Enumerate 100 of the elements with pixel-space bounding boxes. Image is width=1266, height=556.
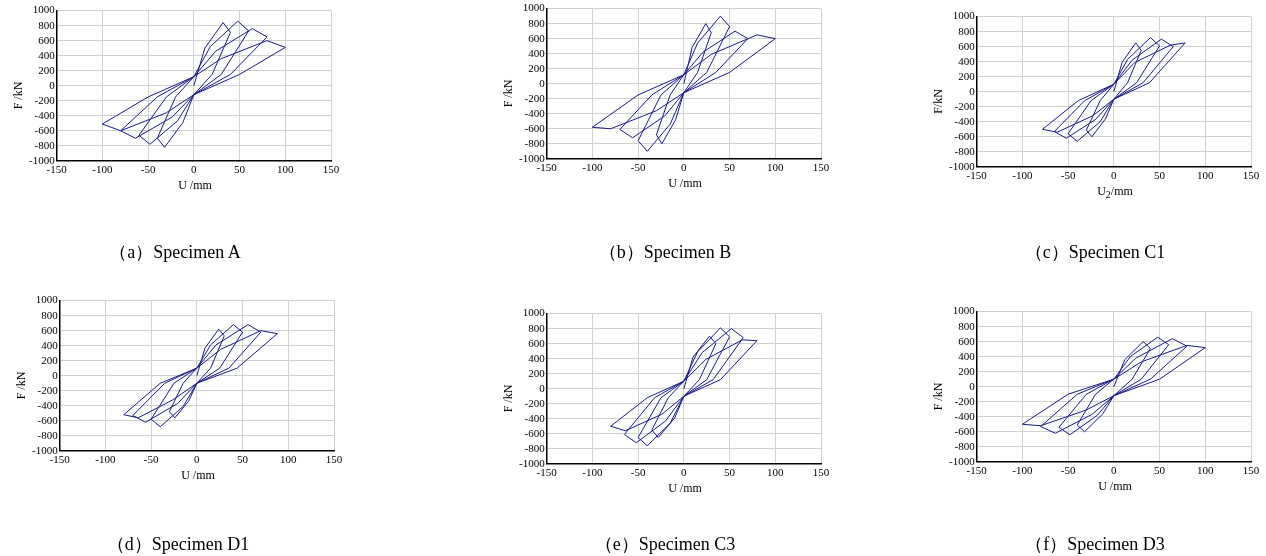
y-tick-label: -1000 [518, 151, 546, 164]
y-tick-label: -800 [37, 428, 59, 441]
y-tick-label: 1000 [32, 3, 56, 16]
text: （c）Specimen C1 [1023, 241, 1167, 264]
text: （d）Specimen D1 [105, 533, 251, 556]
y-tick-label: -200 [954, 99, 976, 112]
x-tick-label: -50 [630, 466, 646, 479]
y-tick-label: -200 [524, 396, 546, 409]
x-tick-label: 50 [724, 161, 736, 174]
y-tick-label: 200 [41, 353, 59, 366]
x-tick-label: 50 [1154, 464, 1166, 477]
y-tick-label: 800 [958, 24, 976, 37]
y-tick-label: 800 [38, 18, 56, 31]
y-tick-label: 0 [539, 76, 546, 89]
x-axis-title: U /mm [180, 468, 216, 483]
y-tick-label: 600 [41, 323, 59, 336]
x-tick-label: 150 [1242, 464, 1260, 477]
y-tick-label: -1000 [31, 443, 59, 456]
x-tick-label: 0 [191, 163, 198, 176]
y-tick-label: -200 [954, 394, 976, 407]
y-tick-label: -600 [954, 424, 976, 437]
y-axis-title: F /kN [500, 383, 516, 414]
x-tick-label: -50 [143, 453, 159, 466]
y-tick-label: 800 [958, 319, 976, 332]
x-tick-label: -50 [1060, 169, 1076, 182]
y-tick-label: -200 [37, 383, 59, 396]
y-tick-label: -600 [954, 129, 976, 142]
y-tick-label: 800 [41, 308, 59, 321]
x-tick-label: 100 [767, 161, 785, 174]
y-tick-label: -400 [954, 409, 976, 422]
x-tick-label: -50 [630, 161, 646, 174]
x-tick-label: 150 [812, 161, 830, 174]
x-tick-label: -100 [92, 163, 113, 176]
y-tick-label: 600 [38, 33, 56, 46]
x-tick-label: 0 [1111, 464, 1118, 477]
y-tick-label: 200 [958, 69, 976, 82]
y-tick-label: -800 [524, 136, 546, 149]
y-tick-label: 200 [528, 61, 546, 74]
x-tick-label: -100 [95, 453, 116, 466]
x-tick-label: -50 [140, 163, 156, 176]
y-tick-label: -800 [954, 144, 976, 157]
y-tick-label: 0 [539, 381, 546, 394]
y-tick-label: -200 [34, 93, 56, 106]
x-tick-label: 0 [681, 466, 688, 479]
y-tick-label: 200 [38, 63, 56, 76]
y-tick-label: -200 [524, 91, 546, 104]
y-tick-label: 1000 [952, 304, 976, 317]
y-tick-label: -800 [954, 439, 976, 452]
x-tick-label: -100 [1012, 169, 1033, 182]
y-tick-label: 1000 [952, 9, 976, 22]
y-tick-label: 400 [41, 338, 59, 351]
x-tick-label: -100 [1012, 464, 1033, 477]
text: （a）Specimen A [108, 241, 242, 264]
y-tick-label: -800 [524, 441, 546, 454]
y-tick-label: -800 [34, 138, 56, 151]
x-tick-label: 0 [1111, 169, 1118, 182]
y-axis-title: F/kN [930, 88, 946, 116]
x-tick-label: 150 [812, 466, 830, 479]
y-tick-label: 600 [958, 334, 976, 347]
y-tick-label: 0 [52, 368, 59, 381]
x-tick-label: 50 [724, 466, 736, 479]
y-tick-label: 200 [528, 366, 546, 379]
text: （b）Specimen B [597, 241, 733, 264]
x-tick-label: 50 [237, 453, 249, 466]
x-tick-label: -150 [46, 163, 68, 176]
y-tick-label: -600 [37, 413, 59, 426]
x-tick-label: 100 [1197, 464, 1215, 477]
x-tick-label: 100 [767, 466, 785, 479]
x-tick-label: 50 [234, 163, 246, 176]
y-tick-label: 400 [528, 46, 546, 59]
y-tick-label: -400 [37, 398, 59, 411]
y-axis-title: F /kN [10, 80, 26, 111]
x-tick-label: 100 [280, 453, 298, 466]
x-tick-label: 150 [1242, 169, 1260, 182]
y-tick-label: 0 [969, 84, 976, 97]
y-tick-label: 600 [528, 336, 546, 349]
y-axis-title: F /kN [930, 381, 946, 412]
y-tick-label: -1000 [948, 159, 976, 172]
y-tick-label: 400 [528, 351, 546, 364]
text: （f）Specimen D3 [1024, 533, 1166, 556]
y-tick-label: -600 [524, 121, 546, 134]
x-tick-label: 50 [1154, 169, 1166, 182]
y-tick-label: 600 [528, 31, 546, 44]
x-tick-label: -150 [966, 169, 988, 182]
y-tick-label: 1000 [522, 1, 546, 14]
y-tick-label: -400 [524, 411, 546, 424]
x-tick-label: 100 [277, 163, 295, 176]
x-axis-title: U /mm [177, 178, 213, 193]
x-tick-label: 150 [322, 163, 340, 176]
y-tick-label: 800 [528, 16, 546, 29]
y-tick-label: -400 [524, 106, 546, 119]
y-tick-label: 0 [969, 379, 976, 392]
y-tick-label: 1000 [35, 293, 59, 306]
y-tick-label: 200 [958, 364, 976, 377]
x-tick-label: 0 [194, 453, 201, 466]
y-tick-label: -1000 [948, 454, 976, 467]
x-tick-label: -150 [536, 466, 558, 479]
y-axis-title: F /kN [13, 370, 29, 401]
y-tick-label: 400 [38, 48, 56, 61]
y-tick-label: 400 [958, 54, 976, 67]
